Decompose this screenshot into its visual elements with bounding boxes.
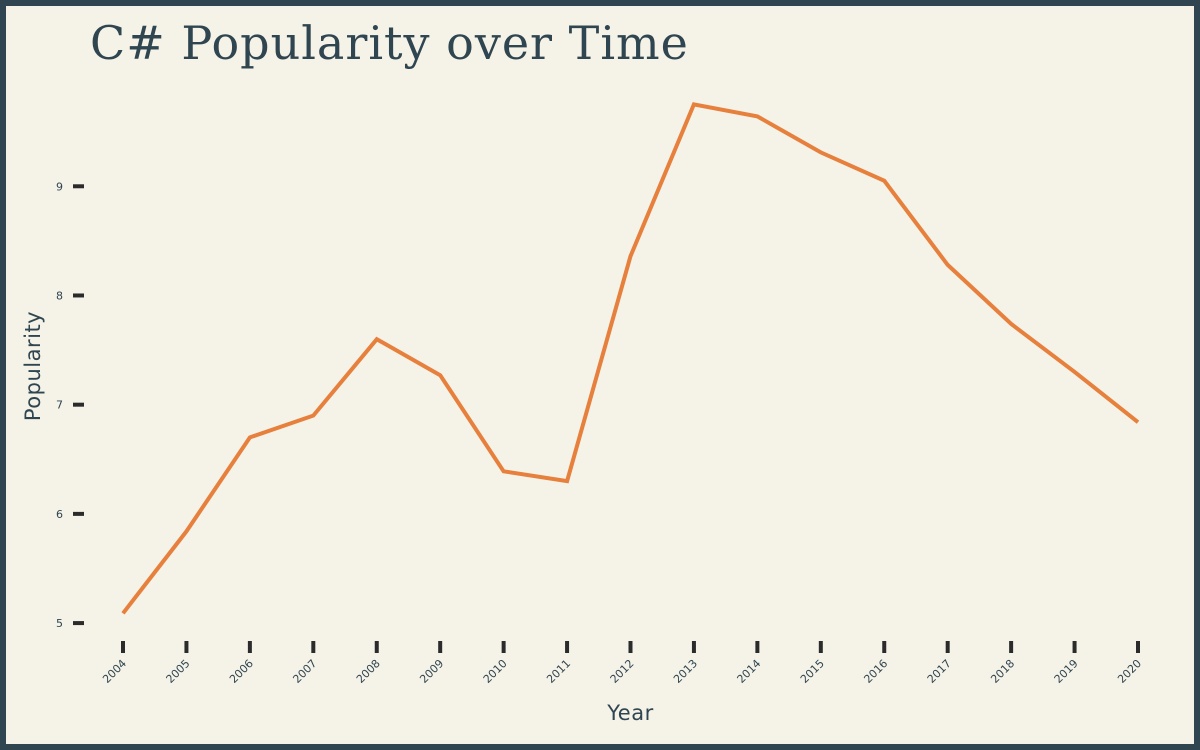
x-tick-label: 2011 — [544, 657, 573, 686]
x-tick-label: 2015 — [798, 657, 827, 686]
y-tick-label: 7 — [56, 399, 63, 412]
y-axis: 5 6 7 8 9 — [56, 180, 84, 630]
y-tick-label: 6 — [56, 508, 63, 521]
x-tick-label: 2016 — [861, 657, 890, 686]
x-axis: 2004 2005 2006 2007 2008 2009 2010 2011 2012 2013… — [100, 641, 1144, 686]
x-tick-label: 2019 — [1052, 657, 1081, 686]
x-tick-label: 2014 — [735, 657, 764, 686]
x-tick-label: 2006 — [227, 657, 256, 686]
series-layer — [121, 102, 1140, 615]
x-tick-label: 2010 — [481, 657, 510, 686]
x-tick-label: 2007 — [290, 657, 319, 686]
chart-title: C# Popularity over Time — [90, 16, 689, 70]
x-tick-label: 2008 — [354, 657, 383, 686]
x-tick-label: 2013 — [671, 657, 700, 686]
x-tick-label: 2018 — [988, 657, 1017, 686]
series-line — [121, 102, 1140, 615]
x-axis-title: Year — [606, 701, 653, 725]
x-tick-label: 2004 — [100, 657, 129, 686]
y-tick-label: 5 — [56, 617, 63, 630]
y-axis-title: Popularity — [21, 311, 45, 421]
x-tick-label: 2020 — [1115, 657, 1144, 686]
x-tick-label: 2012 — [608, 657, 637, 686]
x-tick-label: 2005 — [164, 657, 193, 686]
x-tick-label: 2009 — [417, 657, 446, 686]
y-tick-label: 8 — [56, 289, 63, 302]
x-tick-label: 2017 — [925, 657, 954, 686]
y-tick-label: 9 — [56, 180, 63, 193]
